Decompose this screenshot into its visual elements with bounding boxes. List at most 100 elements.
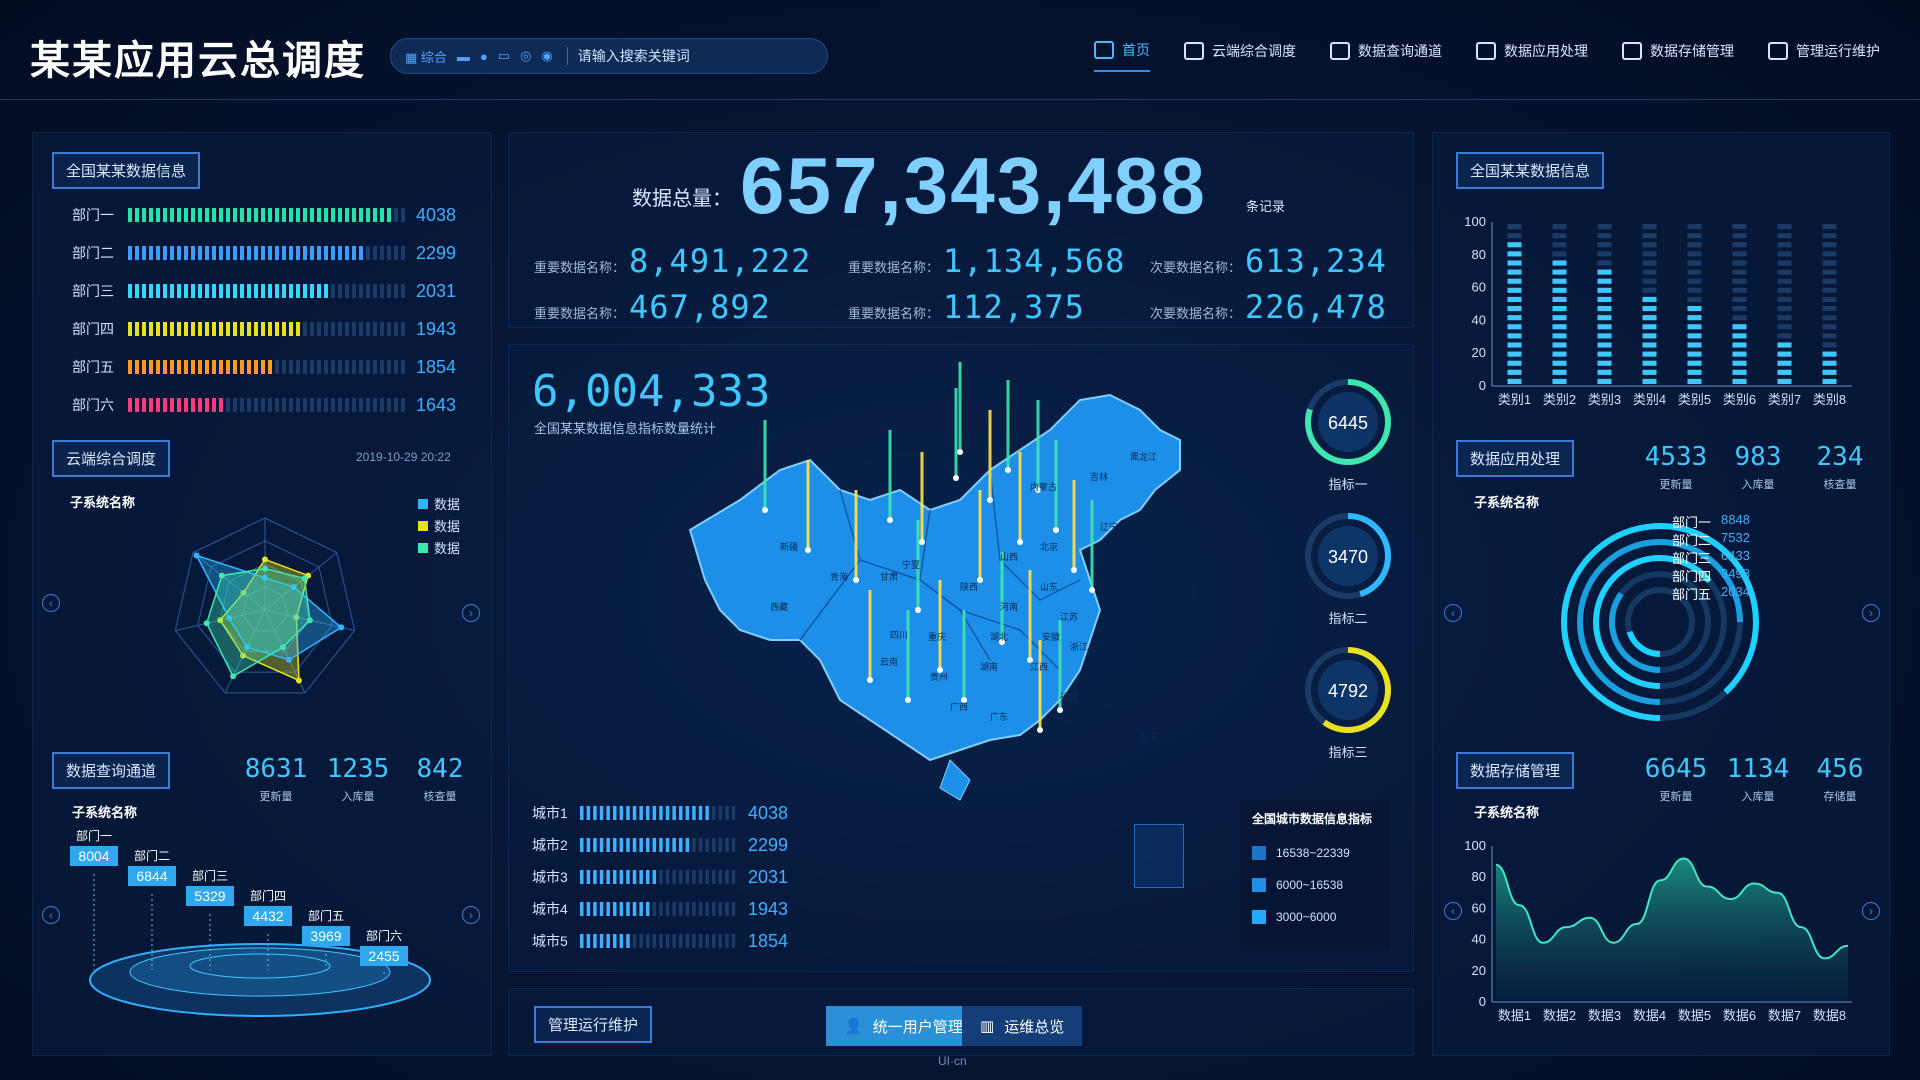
kv-value: 467,892 <box>629 288 771 326</box>
bar-segment <box>289 360 293 374</box>
nav-label: 首页 <box>1122 42 1150 58</box>
nav-item-3[interactable]: 数据应用处理 <box>1476 40 1588 72</box>
ring-label: 部门五 <box>1672 587 1712 602</box>
next-arrow-icon[interactable]: › <box>462 604 480 622</box>
bar-segment <box>705 806 709 820</box>
bar-segment <box>599 838 604 852</box>
bar-segment <box>317 208 321 222</box>
bar-segment <box>705 870 709 884</box>
bar-segment <box>1732 333 1747 339</box>
gauge-fill <box>1305 379 1391 465</box>
user-management-button[interactable]: 👤 统一用户管理 <box>826 1006 981 1046</box>
nav-item-2[interactable]: 数据查询通道 <box>1330 40 1442 72</box>
bar-segment <box>394 208 398 222</box>
south-sea-inset <box>1134 824 1184 888</box>
bar-segment <box>1822 351 1837 357</box>
grid-icon[interactable]: ▦ 综合 <box>405 49 447 65</box>
bar-segment <box>672 902 676 916</box>
globe-icon[interactable]: ◎ <box>520 48 532 63</box>
bar-segment <box>303 398 307 412</box>
next-arrow-icon[interactable]: › <box>1862 902 1880 920</box>
folder-icon[interactable]: ▬ <box>456 48 470 64</box>
nav-item-0[interactable]: 首页 <box>1094 40 1150 72</box>
bar-segment <box>380 398 384 412</box>
bar-segment <box>692 934 696 948</box>
bar-segment <box>205 398 209 412</box>
bar-segment <box>1552 342 1567 348</box>
province-label: 黑龙江 <box>1130 452 1158 462</box>
prev-arrow-icon[interactable]: ‹ <box>42 594 60 612</box>
nav-item-5[interactable]: 管理运行维护 <box>1768 40 1880 72</box>
bar-segment <box>212 208 216 222</box>
bar-segment <box>1597 287 1612 293</box>
target-icon[interactable]: ◉ <box>541 48 553 63</box>
summary-kv: 次要数据名称： 226,478 <box>1150 288 1387 326</box>
bar-segment <box>679 934 683 948</box>
city-dot <box>805 547 811 553</box>
bar-segment <box>205 360 209 374</box>
ring-arc <box>1561 523 1759 721</box>
bar-segment <box>289 398 293 412</box>
search-bar[interactable]: ▦ 综合 ▬ ● ▭ ◎ ◉ <box>390 38 828 74</box>
disc-icon[interactable]: ● <box>479 48 488 64</box>
bar-segment <box>352 322 356 336</box>
bar-segment <box>1687 224 1702 230</box>
prev-arrow-icon[interactable]: ‹ <box>42 906 60 924</box>
pillar-chart: 部门一 8004 部门二 6844 部门三 5329 部门四 4432 部门五 3969 部门六 24… <box>70 828 431 1017</box>
next-arrow-icon[interactable]: › <box>1862 604 1880 622</box>
bar-segment <box>149 284 153 298</box>
search-input[interactable] <box>577 48 798 64</box>
bar-segment <box>142 246 146 260</box>
bar-segment <box>1597 378 1612 384</box>
nav-label: 数据查询通道 <box>1358 43 1442 59</box>
legend-label: 3000~6000 <box>1276 910 1337 924</box>
bar-segment <box>135 398 139 412</box>
bar-segment <box>586 870 591 884</box>
bar-segment <box>233 284 237 298</box>
bar-segment <box>310 398 314 412</box>
next-arrow-icon[interactable]: › <box>462 906 480 924</box>
bar-segment <box>359 360 363 374</box>
bar-segment <box>387 208 391 222</box>
bar-segment <box>289 208 293 222</box>
bar-segment <box>331 360 335 374</box>
bar-segment <box>219 284 223 298</box>
prev-arrow-icon[interactable]: ‹ <box>1444 902 1462 920</box>
city-label: 城市5 <box>532 933 568 949</box>
kv-value: 613,234 <box>1245 242 1387 280</box>
window-icon[interactable]: ▭ <box>497 48 511 63</box>
bar-segment <box>170 398 174 412</box>
radar-point <box>217 617 224 624</box>
bar-segment <box>219 208 223 222</box>
bar-segment <box>275 246 279 260</box>
search-category[interactable]: 综合 <box>420 49 447 65</box>
ops-overview-button[interactable]: ▥ 运维总览 <box>962 1006 1083 1046</box>
nav-item-1[interactable]: 云端综合调度 <box>1184 40 1296 72</box>
bar-segment <box>652 934 657 948</box>
bar-segment <box>1822 296 1837 302</box>
bar-segment <box>1642 278 1657 284</box>
bar-segment <box>1777 369 1792 375</box>
pillar-value: 2455 <box>368 948 399 964</box>
prev-arrow-icon[interactable]: ‹ <box>1444 604 1462 622</box>
map-legend-item: 16538~22339 <box>1252 846 1350 860</box>
bar-segment <box>380 208 384 222</box>
bar-segment <box>586 934 591 948</box>
bar-segment <box>1687 296 1702 302</box>
bar-segment <box>1822 369 1837 375</box>
province-label: 西藏 <box>770 602 789 612</box>
bar-segment <box>1507 378 1522 384</box>
china-map[interactable] <box>660 340 1260 880</box>
nav-item-4[interactable]: 数据存储管理 <box>1622 40 1734 72</box>
bar-segment <box>1597 351 1612 357</box>
bar-segment <box>233 208 237 222</box>
bar-segment <box>652 870 657 884</box>
bar-segment <box>1552 333 1567 339</box>
bar-segment <box>1552 269 1567 275</box>
total-label: 数据总量： <box>632 188 732 210</box>
province-label: 湖北 <box>990 632 1009 642</box>
dept-row: 部门五 1854 <box>72 356 456 378</box>
bar-segment <box>198 246 202 260</box>
bar-segment <box>303 208 307 222</box>
bar-segment <box>366 208 370 222</box>
